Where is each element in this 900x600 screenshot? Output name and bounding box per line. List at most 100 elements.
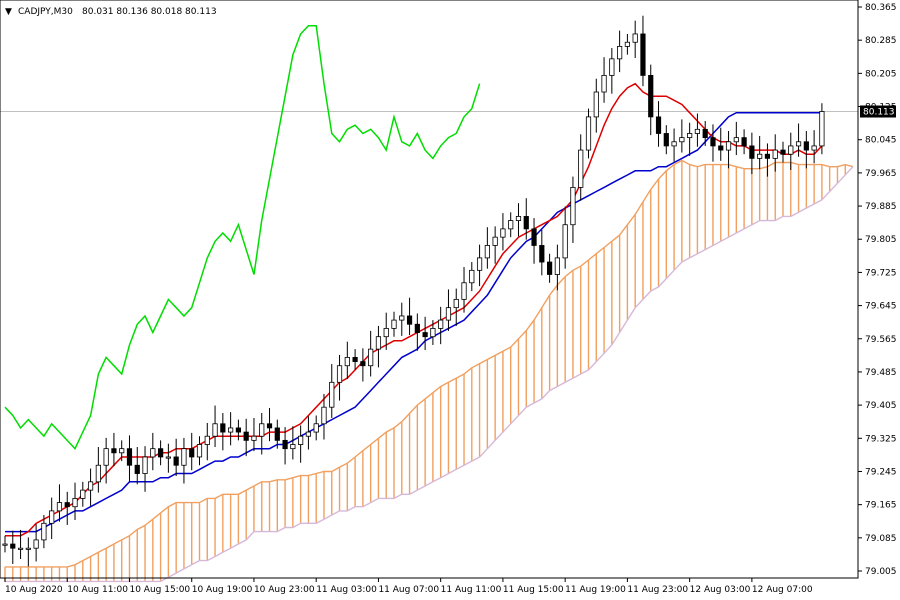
candle[interactable] (189, 432, 195, 471)
candle[interactable] (508, 212, 514, 238)
candle[interactable] (360, 348, 366, 382)
candle[interactable] (196, 436, 203, 466)
candle[interactable] (259, 412, 265, 455)
candles[interactable] (2, 15, 825, 567)
candle[interactable] (134, 447, 140, 485)
candle[interactable] (694, 113, 701, 147)
candle[interactable] (476, 244, 483, 287)
candle[interactable] (492, 226, 498, 264)
candle[interactable] (725, 130, 732, 169)
candle[interactable] (788, 132, 794, 170)
candle[interactable] (609, 48, 615, 94)
candle[interactable] (438, 306, 444, 345)
candle[interactable] (562, 206, 568, 269)
candle[interactable] (282, 427, 288, 465)
candle[interactable] (321, 393, 327, 440)
candle[interactable] (733, 121, 739, 156)
candle[interactable] (469, 262, 475, 292)
candle[interactable] (500, 213, 506, 251)
candle[interactable] (220, 412, 226, 451)
candle[interactable] (290, 426, 296, 460)
candle[interactable] (49, 497, 55, 540)
candle[interactable] (399, 302, 405, 336)
candle[interactable] (25, 537, 31, 567)
candle[interactable] (811, 130, 817, 164)
candle[interactable] (632, 20, 638, 59)
candle[interactable] (368, 330, 374, 377)
candle[interactable] (593, 78, 599, 133)
candle[interactable] (111, 432, 117, 467)
candle[interactable] (126, 435, 133, 482)
candle[interactable] (718, 127, 724, 161)
candle[interactable] (80, 481, 86, 507)
candle[interactable] (414, 313, 420, 351)
candle[interactable] (453, 288, 459, 326)
candle[interactable] (344, 341, 350, 379)
header-arrow-icon[interactable]: ▼ (5, 7, 12, 17)
candle[interactable] (56, 484, 63, 522)
candle[interactable] (2, 535, 8, 553)
candle[interactable] (539, 229, 545, 276)
candle[interactable] (33, 524, 39, 562)
candle[interactable] (547, 253, 553, 283)
candle[interactable] (819, 103, 825, 155)
candle[interactable] (243, 418, 249, 457)
candle[interactable] (266, 408, 273, 442)
candle[interactable] (228, 412, 234, 446)
candle[interactable] (103, 437, 109, 484)
candle[interactable] (671, 128, 677, 162)
candle[interactable] (617, 30, 623, 73)
candle[interactable] (150, 432, 156, 471)
candle[interactable] (352, 349, 358, 370)
candle[interactable] (251, 417, 257, 452)
candle[interactable] (461, 267, 467, 313)
candle[interactable] (648, 64, 654, 136)
candle[interactable] (204, 422, 210, 461)
candle[interactable] (764, 143, 771, 177)
candle[interactable] (298, 425, 304, 463)
candle[interactable] (445, 289, 452, 331)
candle[interactable] (710, 124, 716, 162)
candle[interactable] (87, 468, 94, 506)
candle[interactable] (430, 320, 436, 345)
candle[interactable] (305, 416, 312, 450)
candle[interactable] (72, 482, 78, 520)
candle[interactable] (95, 447, 101, 493)
candle[interactable] (41, 515, 47, 549)
candle[interactable] (795, 123, 802, 157)
candle[interactable] (741, 129, 747, 155)
candle[interactable] (640, 15, 646, 87)
candle[interactable] (679, 119, 685, 153)
candle[interactable] (157, 440, 164, 466)
candle[interactable] (181, 437, 187, 484)
candle[interactable] (383, 312, 389, 350)
candle[interactable] (329, 364, 335, 418)
candle[interactable] (578, 134, 584, 201)
candle[interactable] (601, 57, 607, 103)
candle[interactable] (702, 121, 708, 146)
candle[interactable] (173, 438, 179, 477)
candle[interactable] (570, 176, 576, 243)
candle[interactable] (749, 132, 755, 175)
candle[interactable] (772, 134, 778, 172)
candle[interactable] (803, 130, 809, 169)
candle[interactable] (336, 354, 343, 401)
candle[interactable] (515, 203, 522, 237)
candle[interactable] (655, 101, 662, 147)
candle[interactable] (64, 491, 70, 525)
candle[interactable] (422, 316, 428, 350)
candle[interactable] (313, 415, 319, 441)
candle[interactable] (165, 443, 171, 473)
candle[interactable] (406, 297, 413, 336)
candle[interactable] (663, 125, 669, 155)
candle[interactable] (585, 108, 592, 159)
candle[interactable] (274, 419, 280, 449)
candle[interactable] (391, 311, 397, 337)
candle[interactable] (780, 141, 786, 163)
candle[interactable] (523, 198, 529, 240)
candle[interactable] (531, 218, 537, 264)
candle[interactable] (212, 405, 218, 448)
candle[interactable] (375, 325, 382, 368)
candle[interactable] (757, 135, 763, 170)
candle[interactable] (624, 33, 631, 55)
